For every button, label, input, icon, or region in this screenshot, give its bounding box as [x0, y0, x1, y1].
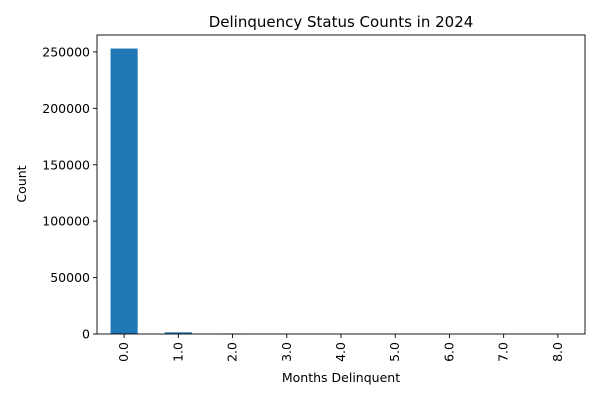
x-tick-label-6.0: 6.0: [441, 342, 456, 362]
y-tick-label-250000: 250000: [42, 44, 90, 59]
y-tick-label-200000: 200000: [42, 101, 90, 116]
plot-frame: [96, 34, 586, 335]
y-tick-label-0: 0: [82, 327, 90, 342]
y-tick-label-50000: 50000: [50, 270, 90, 285]
y-axis: 0 50000 100000 150000 200000 250000: [42, 44, 97, 342]
x-tick-label-7.0: 7.0: [496, 342, 511, 362]
x-tick-label-1.0: 1.0: [170, 342, 185, 362]
x-tick-label-0.0: 0.0: [116, 342, 131, 362]
y-axis-label: Count: [14, 165, 29, 202]
y-tick-label-150000: 150000: [42, 157, 90, 172]
x-axis-label: Months Delinquent: [282, 370, 400, 385]
chart-title: Delinquency Status Counts in 2024: [209, 13, 474, 31]
x-axis: 0.0 1.0 2.0 3.0 4.0 5.0 6.0 7.0 8.0: [116, 334, 565, 362]
bar-1.0: [164, 332, 192, 334]
y-tick-label-100000: 100000: [42, 214, 90, 229]
bar-0.0: [110, 48, 138, 335]
bars-group: [110, 48, 572, 335]
x-tick-label-4.0: 4.0: [333, 342, 348, 362]
x-tick-label-5.0: 5.0: [387, 342, 402, 362]
x-tick-label-8.0: 8.0: [550, 342, 565, 362]
x-tick-label-2.0: 2.0: [225, 342, 240, 362]
x-tick-label-3.0: 3.0: [279, 342, 294, 362]
